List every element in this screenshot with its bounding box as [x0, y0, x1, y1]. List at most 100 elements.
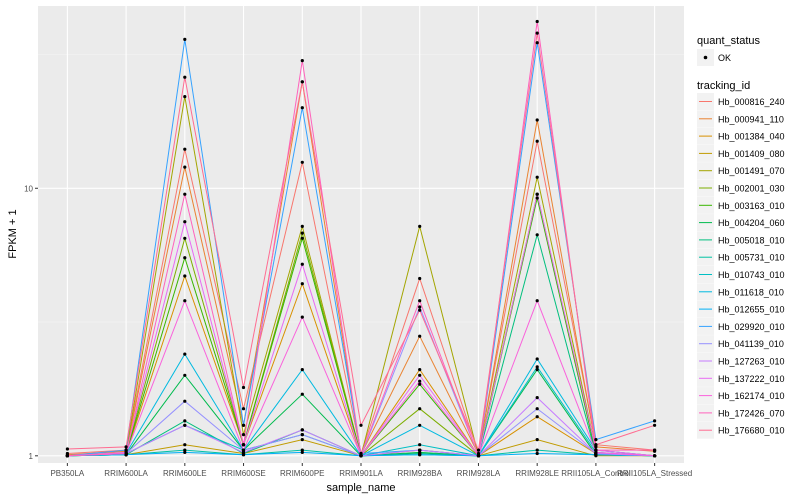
x-tick-label-7: RRIM928LA [457, 469, 501, 478]
data-point-1-2 [183, 165, 187, 169]
data-point-17-8 [535, 299, 539, 303]
data-point-13-4 [300, 106, 304, 110]
data-point-17-4 [300, 315, 304, 319]
data-point-6-2 [183, 256, 187, 260]
data-point-11-8 [535, 357, 539, 361]
legend-label-19: Hb_176680_010 [718, 426, 785, 436]
legend-label-16: Hb_137222_010 [718, 374, 785, 384]
x-tick-label-3: RRIM600SE [221, 469, 265, 478]
legend-label-10: Hb_010743_010 [718, 270, 785, 280]
data-point-17-2 [183, 299, 187, 303]
data-point-8-2 [183, 419, 187, 423]
data-point-18-6 [418, 299, 422, 303]
data-point-1-9 [594, 445, 598, 449]
data-point-2-6 [418, 368, 422, 372]
data-point-14-2 [183, 399, 187, 403]
data-point-2-2 [183, 274, 187, 278]
data-point-18-1 [124, 451, 128, 456]
data-point-11-6 [418, 423, 422, 427]
data-point-12-6 [418, 453, 422, 457]
data-point-19-1 [124, 445, 128, 449]
data-point-19-8 [535, 31, 539, 35]
data-point-2-8 [535, 415, 539, 419]
legend-label-11: Hb_011618_010 [718, 287, 784, 297]
legend-label-5: Hb_002001_030 [718, 184, 785, 194]
data-point-15-6 [418, 448, 422, 452]
data-point-19-5 [359, 423, 363, 427]
data-point-13-8 [535, 41, 539, 45]
data-point-18-2 [183, 192, 187, 196]
legend-label-6: Hb_003163_010 [718, 201, 785, 211]
data-point-17-10 [653, 454, 657, 458]
data-point-6-4 [300, 236, 304, 240]
data-point-9-2 [183, 448, 187, 452]
x-tick-label-1: RRIM600LA [104, 469, 148, 478]
legend-label-ok: OK [718, 53, 731, 63]
legend-label-3: Hb_001409_080 [718, 149, 785, 159]
legend-label-9: Hb_005731_010 [718, 253, 785, 263]
legend-label-7: Hb_004204_060 [718, 218, 785, 228]
legend-label-0: Hb_000816_240 [718, 97, 785, 107]
data-point-12-4 [300, 450, 304, 454]
legend-label-18: Hb_172426_070 [718, 408, 785, 418]
data-point-17-3 [241, 448, 246, 452]
y-tick-label-0: 1 [29, 452, 34, 461]
x-tick-label-6: RRIM928BA [397, 469, 442, 478]
data-point-10-6 [418, 443, 422, 447]
data-point-9-8 [535, 448, 539, 452]
data-point-17-9 [594, 450, 598, 454]
data-point-11-4 [300, 368, 304, 372]
x-axis-title: sample_name [326, 482, 395, 494]
legend-label-17: Hb_162174_010 [718, 391, 785, 401]
data-point-15-2 [183, 423, 187, 427]
data-point-18-7 [476, 454, 481, 458]
legend-label-13: Hb_029920_010 [718, 322, 785, 332]
data-point-5-2 [183, 236, 187, 240]
data-point-18-10 [653, 448, 657, 452]
y-axis-title: FPKM + 1 [7, 209, 19, 258]
x-tick-label-0: PB350LA [50, 469, 84, 478]
data-point-8-8 [535, 233, 539, 237]
legend-label-8: Hb_005018_010 [718, 235, 785, 245]
data-point-16-2 [183, 220, 187, 224]
y-tick-label-1: 10 [24, 184, 33, 193]
data-point-12-2 [183, 450, 187, 454]
data-point-3-2 [183, 443, 187, 447]
data-point-14-4 [300, 433, 304, 437]
data-point-4-8 [535, 175, 539, 179]
data-point-18-3 [241, 443, 246, 447]
legend-label-2: Hb_001384_040 [718, 132, 785, 142]
data-point-5-4 [300, 231, 304, 235]
legend-title-quant-status: quant_status [697, 35, 760, 47]
data-point-18-9 [594, 448, 598, 452]
data-point-12-3 [241, 453, 246, 457]
data-point-19-2 [183, 75, 187, 79]
legend-label-15: Hb_127263_010 [718, 357, 785, 367]
data-point-13-2 [183, 37, 187, 42]
data-point-18-4 [300, 59, 304, 63]
data-point-1-6 [418, 334, 422, 338]
data-point-7-2 [183, 373, 187, 377]
data-point-16-4 [300, 262, 304, 266]
data-point-4-3 [241, 433, 246, 437]
data-points [65, 19, 657, 458]
legend-label-4: Hb_001491_070 [718, 166, 785, 176]
data-point-19-10 [653, 423, 657, 427]
data-point-0-4 [300, 160, 304, 164]
data-point-16-6 [418, 373, 422, 377]
data-point-18-5 [359, 453, 363, 457]
data-point-0-8 [535, 139, 539, 143]
legend-label-12: Hb_012655_010 [718, 305, 785, 315]
legend-point-ok [703, 55, 708, 60]
data-point-17-6 [418, 379, 422, 383]
data-point-19-7 [476, 448, 481, 452]
data-point-13-1 [124, 448, 128, 452]
x-tick-label-5: RRIM901LA [339, 469, 383, 478]
data-point-12-8 [535, 451, 539, 456]
data-point-2-4 [300, 282, 304, 286]
axes: 1 10 PB350LA RRIM600LA RRIM600LE RRIM600SE RRI… [24, 184, 692, 478]
data-point-7-4 [300, 392, 304, 396]
data-point-6-6 [418, 382, 422, 386]
data-point-4-6 [418, 224, 422, 228]
